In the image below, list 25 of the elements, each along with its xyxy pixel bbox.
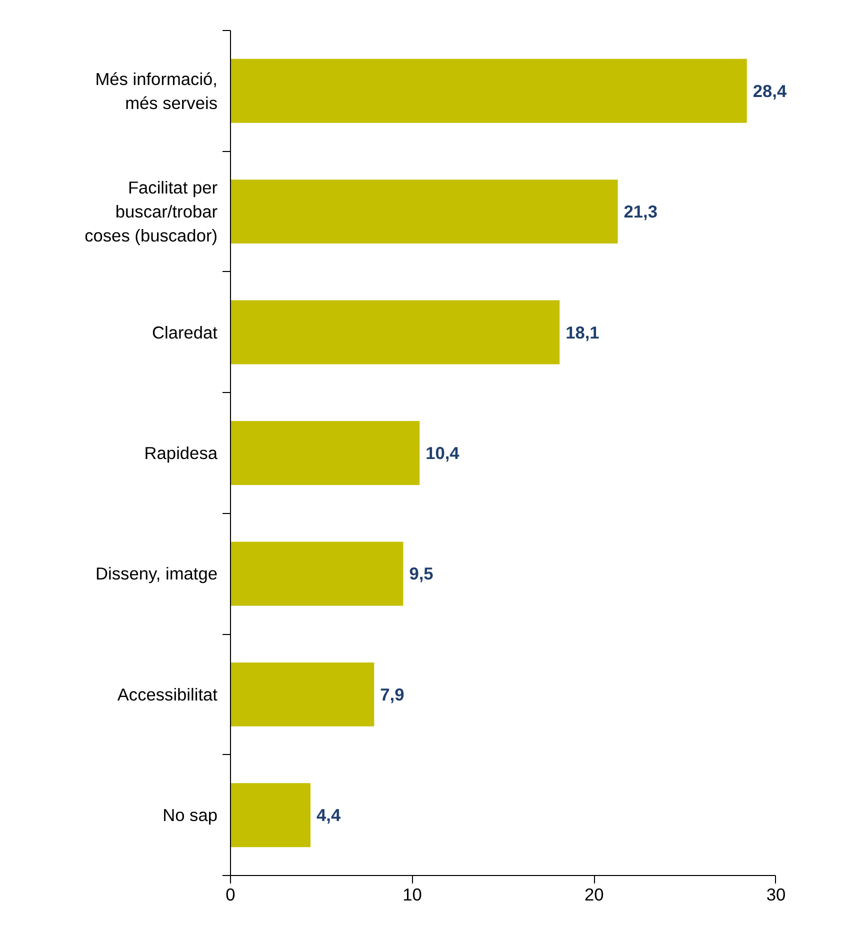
y-tick-label: Rapidesa xyxy=(144,443,218,463)
x-tick-label: 0 xyxy=(226,884,236,904)
data-label: 28,4 xyxy=(752,80,787,101)
bar xyxy=(230,180,618,244)
bar xyxy=(230,783,310,848)
y-tick-label: Disseny, imatge xyxy=(96,564,218,584)
bar xyxy=(230,542,404,606)
bar xyxy=(230,58,747,123)
data-label: 7,9 xyxy=(380,684,404,704)
x-tick-label: 20 xyxy=(584,884,604,904)
data-label: 9,5 xyxy=(409,564,434,584)
data-label: 10,4 xyxy=(426,443,460,463)
data-label: 4,4 xyxy=(316,805,341,826)
bar xyxy=(230,300,560,364)
y-tick-label: Accessibilitat xyxy=(117,684,218,704)
y-tick-label: Facilitat per buscar/trobar coses (buscador) xyxy=(84,178,218,246)
y-tick-label: Més informació, més serveis xyxy=(95,68,218,113)
data-label: 21,3 xyxy=(624,202,658,222)
bar xyxy=(230,662,374,726)
x-tick-label: 30 xyxy=(766,884,786,904)
y-tick-label: Claredat xyxy=(152,322,218,342)
bar xyxy=(230,421,420,485)
y-tick-label: No sap xyxy=(162,805,218,826)
data-label: 18,1 xyxy=(566,322,600,342)
x-tick-label: 10 xyxy=(402,884,422,904)
